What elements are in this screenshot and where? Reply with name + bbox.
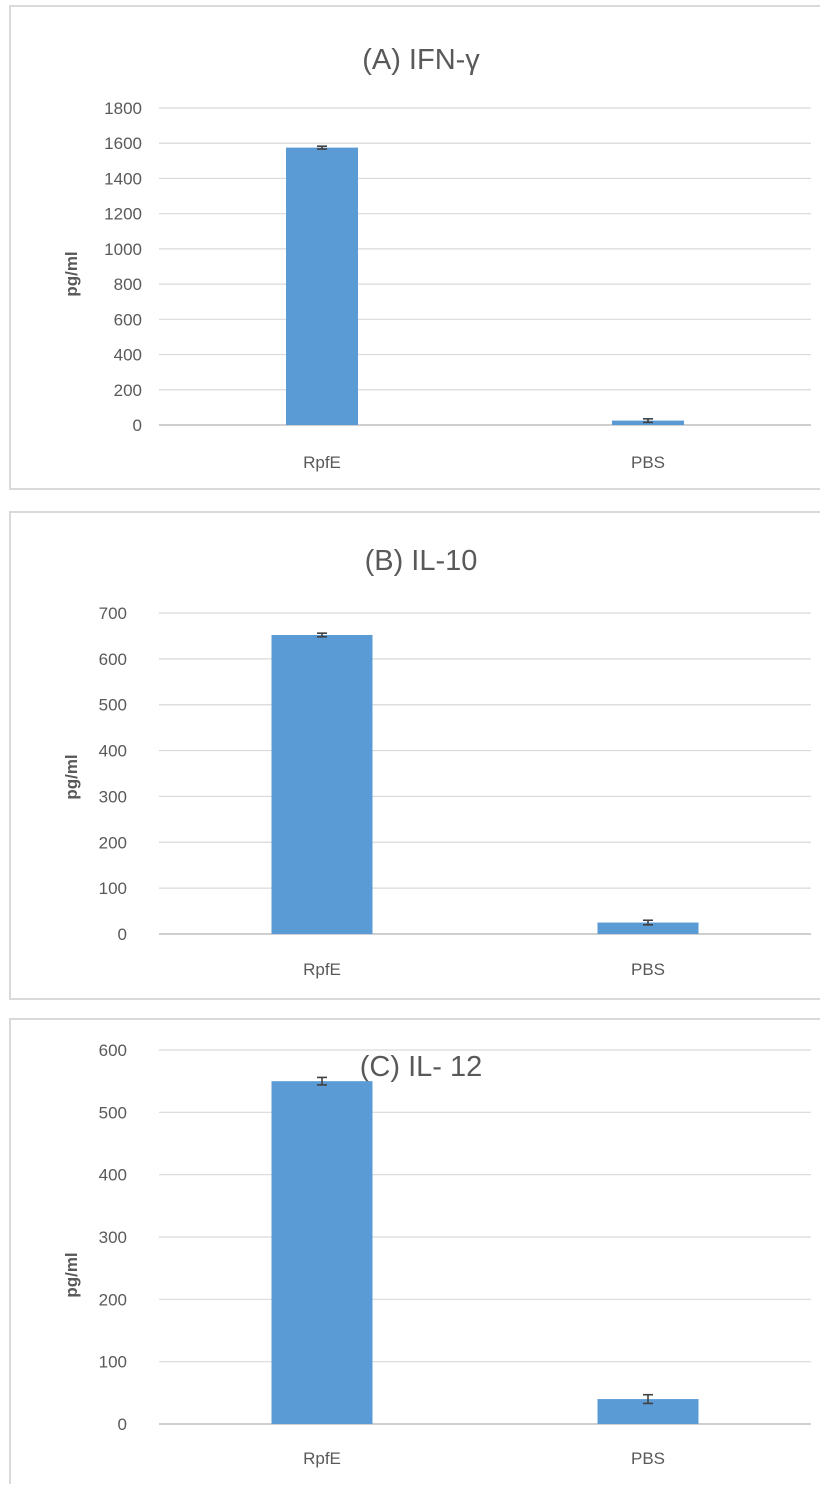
x-tick-label: PBS (631, 453, 665, 472)
chart-svg-a: (A) IFN-γ pg/ml 0 200 400 600 800 1000 1200 140… (62, 44, 811, 472)
y-tick-label: 1400 (104, 169, 142, 188)
y-tick-labels: 0 100 200 300 400 500 600 (99, 1041, 127, 1434)
chart-panel-a: (A) IFN-γ pg/ml 0 200 400 600 800 1000 1200 140… (9, 5, 820, 490)
y-tick-label: 0 (133, 416, 142, 435)
y-tick-label: 100 (99, 1353, 127, 1372)
y-tick-label: 200 (99, 1290, 127, 1309)
chart-title: (A) IFN-γ (362, 44, 480, 76)
x-tick-labels: RpfE PBS (303, 1449, 665, 1468)
chart-panel-b: (B) IL-10 pg/ml 0 100 200 300 400 500 600 700 R… (9, 511, 820, 1000)
chart-svg-c: (C) IL- 12 pg/ml 0 100 200 300 400 500 600 Rpf… (62, 1041, 811, 1468)
y-tick-label: 0 (118, 925, 127, 944)
bar-rpfe (271, 635, 373, 934)
chart-panel-c: (C) IL- 12 pg/ml 0 100 200 300 400 500 600 Rpf… (9, 1018, 820, 1484)
y-tick-label: 300 (99, 1228, 127, 1247)
x-tick-label: RpfE (303, 1449, 341, 1468)
y-tick-label: 1800 (104, 99, 142, 118)
bar-rpfe (286, 147, 358, 425)
y-tick-label: 0 (118, 1415, 127, 1434)
y-tick-labels: 0 100 200 300 400 500 600 700 (99, 604, 127, 944)
y-tick-label: 300 (99, 787, 127, 806)
y-tick-label: 500 (99, 696, 127, 715)
y-tick-label: 800 (114, 275, 142, 294)
y-tick-label: 100 (99, 879, 127, 898)
y-tick-labels: 0 200 400 600 800 1000 1200 1400 1600 1800 (104, 99, 142, 435)
y-tick-label: 600 (99, 650, 127, 669)
y-tick-label: 1600 (104, 134, 142, 153)
bar-rpfe (271, 1081, 373, 1424)
y-tick-label: 600 (99, 1041, 127, 1060)
bars (271, 1076, 699, 1424)
chart-svg-b: (B) IL-10 pg/ml 0 100 200 300 400 500 600 700 R… (62, 545, 811, 979)
bars (286, 145, 684, 425)
y-tick-label: 1000 (104, 240, 142, 259)
grid-lines (159, 107, 811, 426)
x-tick-label: RpfE (303, 960, 341, 979)
chart-title: (C) IL- 12 (360, 1051, 482, 1083)
y-axis-label: pg/ml (62, 251, 81, 296)
x-tick-labels: RpfE PBS (303, 960, 665, 979)
bar-pbs (597, 922, 699, 934)
x-tick-label: PBS (631, 960, 665, 979)
y-tick-label: 200 (114, 381, 142, 400)
y-tick-label: 400 (99, 742, 127, 761)
y-tick-label: 400 (114, 346, 142, 365)
x-tick-labels: RpfE PBS (303, 453, 665, 472)
x-tick-label: PBS (631, 1449, 665, 1468)
chart-title: (B) IL-10 (365, 545, 478, 577)
y-tick-label: 700 (99, 604, 127, 623)
grid-lines (159, 1049, 811, 1425)
grid-lines (159, 612, 811, 935)
y-tick-label: 200 (99, 833, 127, 852)
y-axis-label: pg/ml (62, 754, 81, 799)
y-tick-label: 1200 (104, 205, 142, 224)
y-tick-label: 600 (114, 310, 142, 329)
y-axis-label: pg/ml (62, 1252, 81, 1297)
y-tick-label: 400 (99, 1166, 127, 1185)
x-tick-label: RpfE (303, 453, 341, 472)
y-tick-label: 500 (99, 1103, 127, 1122)
bars (271, 632, 699, 934)
